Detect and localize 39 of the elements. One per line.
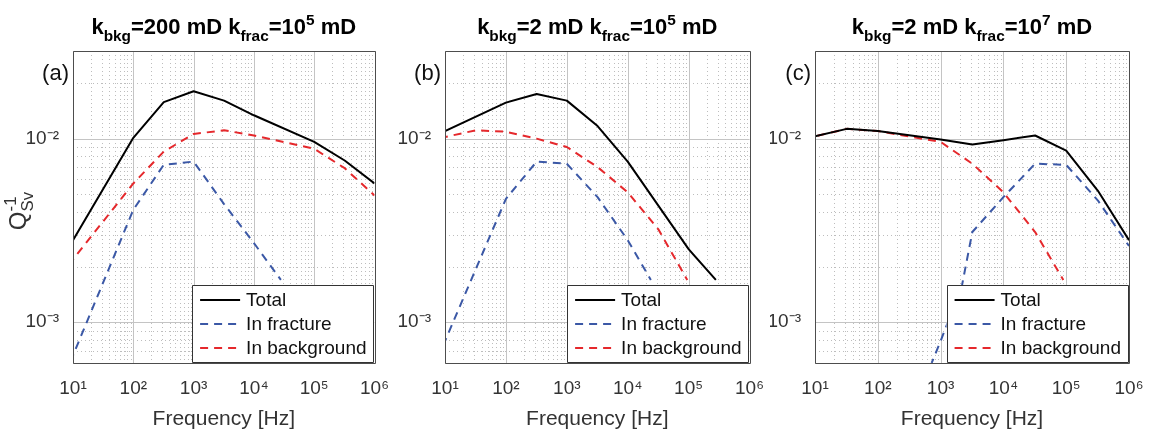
text: (c)	[785, 60, 811, 85]
x-tick-label: 10²	[864, 376, 892, 398]
x-tick-label: 10⁵	[674, 376, 704, 398]
x-tick-label: 10⁴	[613, 376, 643, 398]
legend-label: Total	[1000, 289, 1041, 311]
x-tick-label: 10⁶	[360, 376, 390, 398]
x-tick-label: 10²	[119, 376, 148, 398]
legend-label: In fracture	[246, 313, 332, 335]
x-axis-title: Frequency [Hz]	[152, 406, 295, 430]
line-series	[445, 129, 689, 281]
x-axis-title: Frequency [Hz]	[900, 406, 1044, 430]
legend-label: In fracture	[621, 313, 707, 335]
legend-label: In fracture	[1000, 313, 1087, 335]
x-tick-label: 10⁴	[988, 376, 1019, 398]
y-tick-label: 10⁻²	[25, 126, 59, 148]
legend-label: In background	[1000, 337, 1121, 359]
x-tick-label: 10⁶	[1114, 376, 1144, 398]
y-tick-label: 10⁻³	[397, 310, 431, 332]
y-axis-title: Q-1Sv	[0, 191, 38, 231]
x-tick-label: 10⁵	[1051, 376, 1081, 398]
x-tick-label: 10¹	[801, 376, 829, 398]
x-tick-label: 10³	[179, 376, 208, 398]
legend-label: In background	[621, 337, 742, 359]
legend-label: In background	[246, 337, 367, 359]
legend-label: Total	[246, 289, 287, 311]
text: (b)	[414, 60, 441, 85]
y-tick-label: 10⁻²	[397, 126, 431, 148]
text: (a)	[42, 60, 69, 85]
x-tick-label: 10²	[492, 376, 520, 398]
x-axis-title: Frequency [Hz]	[526, 406, 669, 430]
x-tick-label: 10⁵	[299, 376, 329, 398]
x-tick-label: 10³	[553, 376, 581, 398]
x-tick-label: 10¹	[431, 376, 459, 398]
x-tick-label: 10⁴	[239, 376, 269, 398]
y-tick-label: 10⁻³	[25, 310, 59, 332]
x-tick-label: 10⁶	[735, 376, 765, 398]
x-tick-label: 10³	[926, 376, 955, 398]
x-tick-label: 10¹	[59, 376, 87, 398]
legend-label: Total	[621, 289, 662, 311]
